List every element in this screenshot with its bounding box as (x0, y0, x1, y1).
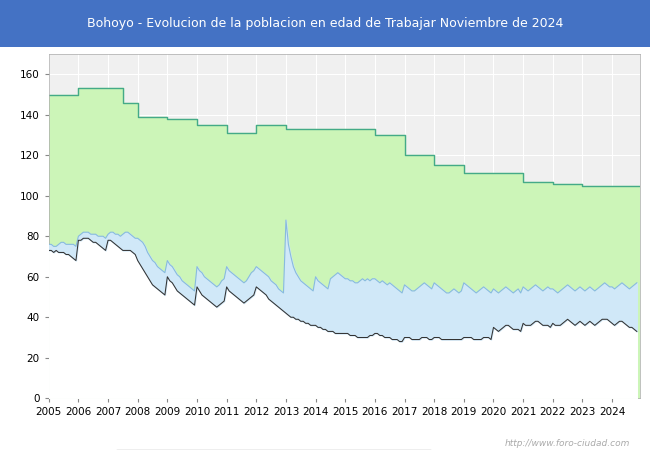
Text: http://www.foro-ciudad.com: http://www.foro-ciudad.com (505, 439, 630, 448)
Text: Bohoyo - Evolucion de la poblacion en edad de Trabajar Noviembre de 2024: Bohoyo - Evolucion de la poblacion en ed… (87, 17, 563, 30)
